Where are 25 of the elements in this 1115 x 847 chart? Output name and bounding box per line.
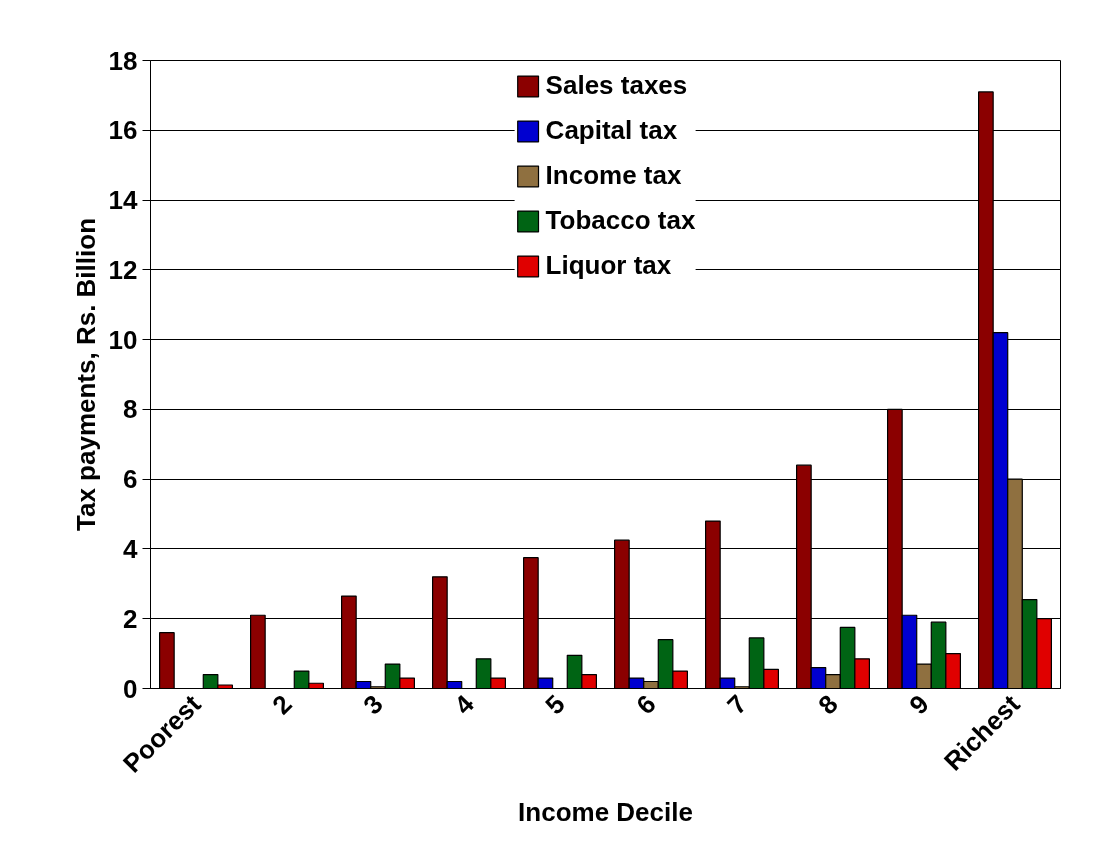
x-tick-label: 3 bbox=[357, 688, 389, 721]
y-tick-label: 6 bbox=[123, 464, 138, 495]
x-tick-label: 4 bbox=[448, 688, 480, 721]
legend-label: Tobacco tax bbox=[545, 205, 696, 236]
y-tick-label: 18 bbox=[108, 45, 138, 76]
y-tick-label: 0 bbox=[123, 673, 138, 704]
x-axis-title: Income Decile bbox=[518, 797, 693, 828]
y-tick-label: 10 bbox=[108, 324, 138, 355]
legend-label: Sales taxes bbox=[545, 70, 688, 101]
x-tick-label: 7 bbox=[721, 688, 753, 721]
y-tick-label: 12 bbox=[108, 254, 138, 285]
y-tick-label: 4 bbox=[123, 533, 139, 564]
x-tick-label: 6 bbox=[630, 688, 662, 721]
legend-label: Income tax bbox=[545, 160, 682, 191]
legend-label: Liquor tax bbox=[545, 250, 672, 281]
x-tick-label: 9 bbox=[903, 688, 935, 721]
y-tick-label: 2 bbox=[123, 603, 138, 634]
x-tick-label: 5 bbox=[539, 688, 571, 721]
y-axis-title: Tax payments, Rs. Billion bbox=[70, 217, 101, 532]
x-tick-label: 8 bbox=[812, 688, 844, 721]
y-tick-label: 14 bbox=[108, 185, 139, 216]
y-tick-label: 8 bbox=[123, 394, 138, 425]
legend-label: Capital tax bbox=[545, 115, 678, 146]
y-tick-label: 16 bbox=[108, 115, 138, 146]
x-tick-label: 2 bbox=[266, 688, 298, 721]
